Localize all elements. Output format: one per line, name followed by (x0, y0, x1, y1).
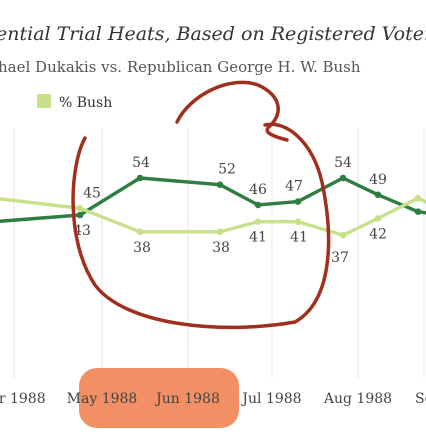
x-tick-label: Aug 1988 (323, 391, 392, 407)
data-point-bush (294, 218, 302, 226)
data-label-dukakis: 47 (285, 179, 303, 195)
data-point-bush (136, 228, 144, 236)
x-tick-label: Se (415, 391, 426, 407)
data-point-dukakis (294, 198, 302, 205)
data-label-bush: 37 (331, 250, 349, 266)
data-label-dukakis: 54 (334, 155, 352, 171)
data-point-bush (374, 215, 382, 222)
data-label-bush: 38 (133, 240, 151, 256)
data-point-dukakis (136, 174, 144, 182)
hand-drawn-circle (71, 122, 331, 330)
data-point-bush (414, 194, 422, 202)
data-point-bush (339, 231, 347, 239)
data-point-bush (216, 228, 224, 236)
data-point-dukakis (414, 208, 422, 215)
legend-label-bush: % Bush (59, 95, 112, 111)
data-label-bush: 38 (212, 240, 230, 256)
data-label-dukakis: 49 (369, 172, 387, 188)
legend-swatch-bush (37, 94, 51, 108)
lines-layer (0, 176, 426, 237)
data-label-dukakis: 54 (132, 155, 150, 171)
data-point-dukakis (76, 211, 84, 219)
chart-title: ential Trial Heats, Based on Registered … (0, 23, 426, 45)
data-point-dukakis (374, 191, 382, 199)
marker-highlight (79, 368, 239, 428)
series-line-bush (0, 196, 426, 237)
hand-drawn-scribble (175, 80, 289, 142)
data-label-dukakis: 52 (218, 162, 236, 178)
x-tick-label: or 1988 (0, 391, 46, 407)
data-label-bush: 41 (249, 230, 267, 246)
data-point-dukakis (339, 174, 347, 182)
x-tick-label: May 1988 (67, 391, 138, 407)
x-tick-label: Jun 1988 (154, 391, 220, 407)
data-point-bush (254, 218, 262, 226)
data-label-dukakis: 46 (249, 182, 267, 198)
grid-layer (13, 128, 425, 378)
series-line-dukakis (0, 176, 426, 223)
data-point-dukakis (216, 181, 224, 189)
points-layer (76, 174, 422, 239)
chart-subtitle: hael Dukakis vs. Republican George H. W.… (0, 58, 361, 76)
legend: % Bush (37, 94, 112, 111)
data-point-bush (76, 204, 84, 212)
data-label-bush: 45 (83, 185, 101, 201)
data-label-bush: 42 (369, 226, 387, 242)
data-point-dukakis (254, 201, 262, 209)
x-axis-ticks: or 1988 May 1988 Jun 1988 Jul 1988 Aug 1988 S… (0, 391, 426, 407)
x-tick-label: Jul 1988 (240, 391, 301, 407)
data-label-bush: 41 (290, 230, 308, 246)
